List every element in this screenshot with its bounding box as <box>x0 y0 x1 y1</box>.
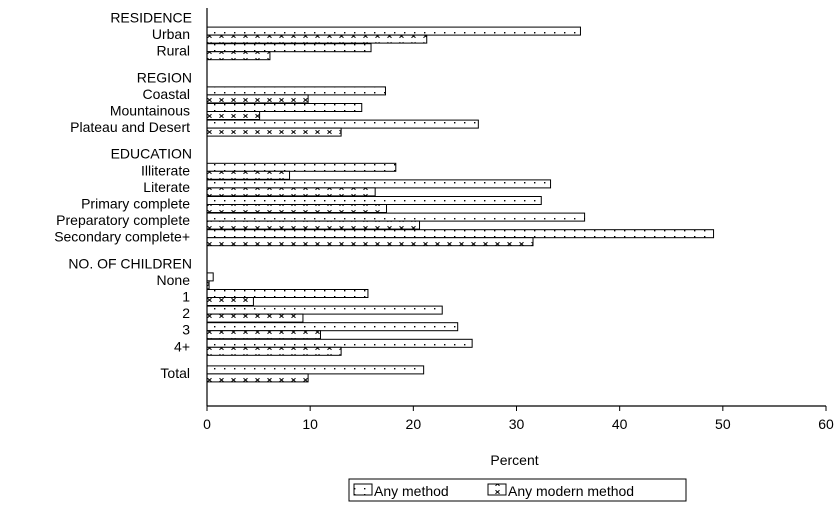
bar-plateau-and-desert-any-modern-method <box>206 127 342 137</box>
bar-3-any-modern-method <box>206 330 321 340</box>
category-label-mountainous: Mountainous <box>110 103 190 119</box>
bar-literate-any-method <box>206 179 552 189</box>
x-tick-label-20: 20 <box>406 416 422 432</box>
x-tick-label-60: 60 <box>818 416 834 432</box>
bar-literate-any-modern-method <box>206 187 376 197</box>
legend-box <box>348 478 687 502</box>
bar-3-any-method <box>206 322 459 332</box>
x-tick-label-40: 40 <box>612 416 628 432</box>
bar-plateau-and-desert-any-method <box>206 119 479 129</box>
category-label-coastal: Coastal <box>143 86 190 102</box>
bar-1-any-method <box>206 289 369 298</box>
x-axis-title: Percent <box>490 452 538 468</box>
bar-total-any-modern-method <box>206 373 309 383</box>
legend-swatch-any-method <box>353 483 373 496</box>
category-label-literate: Literate <box>143 179 190 195</box>
bar-primary-complete-any-method <box>206 196 542 205</box>
bar-urban-any-method <box>206 26 581 36</box>
bar-coastal-any-modern-method <box>206 94 309 104</box>
bar-2-any-method <box>206 305 443 315</box>
legend-swatch-any-modern-method <box>487 483 507 496</box>
bar-1-any-modern-method <box>206 297 254 306</box>
bar-illiterate-any-modern-method <box>206 170 291 180</box>
bar-rural-any-method <box>206 43 372 53</box>
category-label-none: None <box>157 272 191 288</box>
bar-urban-any-modern-method <box>206 34 428 44</box>
bar-none-any-method <box>206 272 214 282</box>
bar-2-any-modern-method <box>206 313 304 323</box>
axes: 0 10 20 30 40 50 60 Percent <box>203 8 834 468</box>
bar-rural-any-modern-method <box>206 51 271 61</box>
bar-illiterate-any-method <box>206 162 397 172</box>
bar-4-any-modern-method <box>206 346 342 356</box>
bar-primary-complete-any-modern-method <box>206 204 388 213</box>
x-tick-label-50: 50 <box>715 416 731 432</box>
x-tick-label-0: 0 <box>203 416 211 432</box>
bar-preparatory-complete-any-method <box>206 212 586 222</box>
bar-coastal-any-method <box>206 86 386 96</box>
category-label-primary-complete: Primary complete <box>81 196 190 212</box>
category-label-4: 4+ <box>174 338 190 354</box>
group-heading-no-of-children: NO. OF CHILDREN <box>68 255 192 271</box>
bar-4-any-method <box>206 338 473 348</box>
bar-total-any-method <box>206 365 425 375</box>
bars <box>206 26 715 383</box>
category-label-rural: Rural <box>157 43 190 59</box>
bar-secondary-complete-any-method <box>206 229 715 239</box>
category-label-secondary-complete: Secondary complete+ <box>54 229 190 245</box>
category-label-illiterate: Illiterate <box>141 162 190 178</box>
group-heading-region: REGION <box>137 69 192 85</box>
bar-mountainous-any-method <box>206 103 363 112</box>
bar-secondary-complete-any-modern-method <box>206 237 534 247</box>
category-label-1: 1 <box>182 289 190 305</box>
category-label-total: Total <box>160 365 190 381</box>
category-label-2: 2 <box>182 305 190 321</box>
group-heading-residence: RESIDENCE <box>110 10 192 26</box>
category-label-urban: Urban <box>152 26 190 42</box>
legend: Any method Any modern method <box>348 478 687 502</box>
bar-mountainous-any-modern-method <box>206 111 261 120</box>
category-label-3: 3 <box>182 322 190 338</box>
x-tick-label-30: 30 <box>509 416 525 432</box>
category-label-plateau-and-desert: Plateau and Desert <box>70 119 190 135</box>
legend-label-any-method: Any method <box>374 483 449 499</box>
group-heading-education: EDUCATION <box>111 146 192 162</box>
category-label-preparatory-complete: Preparatory complete <box>56 212 190 228</box>
x-tick-label-10: 10 <box>302 416 318 432</box>
legend-label-any-modern-method: Any modern method <box>508 483 634 499</box>
bar-preparatory-complete-any-modern-method <box>206 220 421 230</box>
